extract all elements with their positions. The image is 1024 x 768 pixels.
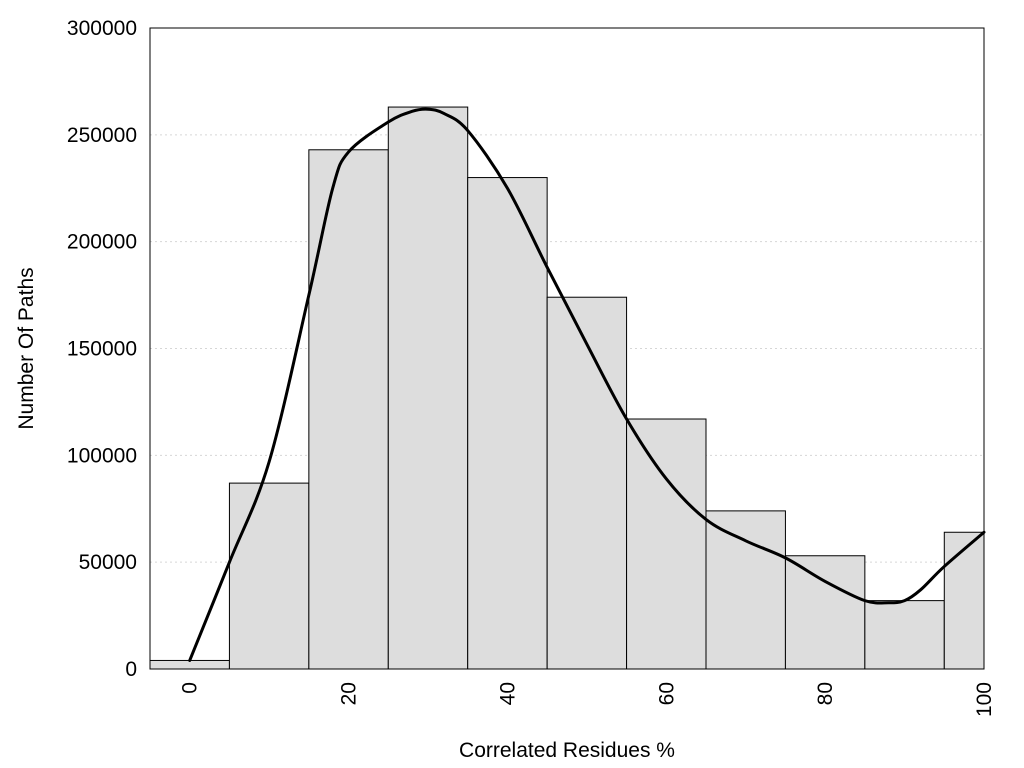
y-tick-label: 50000 (79, 551, 137, 574)
bar (467, 177, 548, 670)
y-tick-label: 100000 (67, 444, 137, 467)
bar (308, 149, 389, 670)
bars (149, 106, 985, 670)
y-tick-label: 0 (125, 658, 137, 681)
bar (228, 482, 310, 670)
y-tick-label: 300000 (67, 17, 137, 40)
smoothed-curve (188, 107, 986, 662)
y-tick-label: 200000 (67, 231, 137, 254)
x-tick-label: 40 (496, 682, 519, 705)
y-tick-label: 150000 (67, 338, 137, 361)
bar (943, 531, 985, 670)
bar (864, 600, 945, 670)
x-tick-label: 20 (338, 682, 361, 705)
x-axis-label: Correlated Residues % (459, 739, 675, 762)
x-tick-label: 100 (973, 682, 996, 717)
y-axis-label: Number Of Paths (15, 267, 38, 429)
x-tick-label: 80 (814, 682, 837, 705)
bar (784, 555, 866, 670)
x-tick-label: 60 (655, 682, 678, 705)
x-tick-labels: 0 20 40 60 80 100 (179, 682, 996, 717)
plot-frame (149, 27, 985, 670)
bar (705, 510, 786, 670)
bar (626, 418, 707, 670)
y-tick-labels: 0 50000 100000 150000 200000 250000 300000 (67, 17, 137, 681)
bar (546, 296, 628, 670)
y-tick-label: 250000 (67, 124, 137, 147)
x-tick-label: 0 (179, 682, 202, 694)
bar (387, 106, 469, 670)
